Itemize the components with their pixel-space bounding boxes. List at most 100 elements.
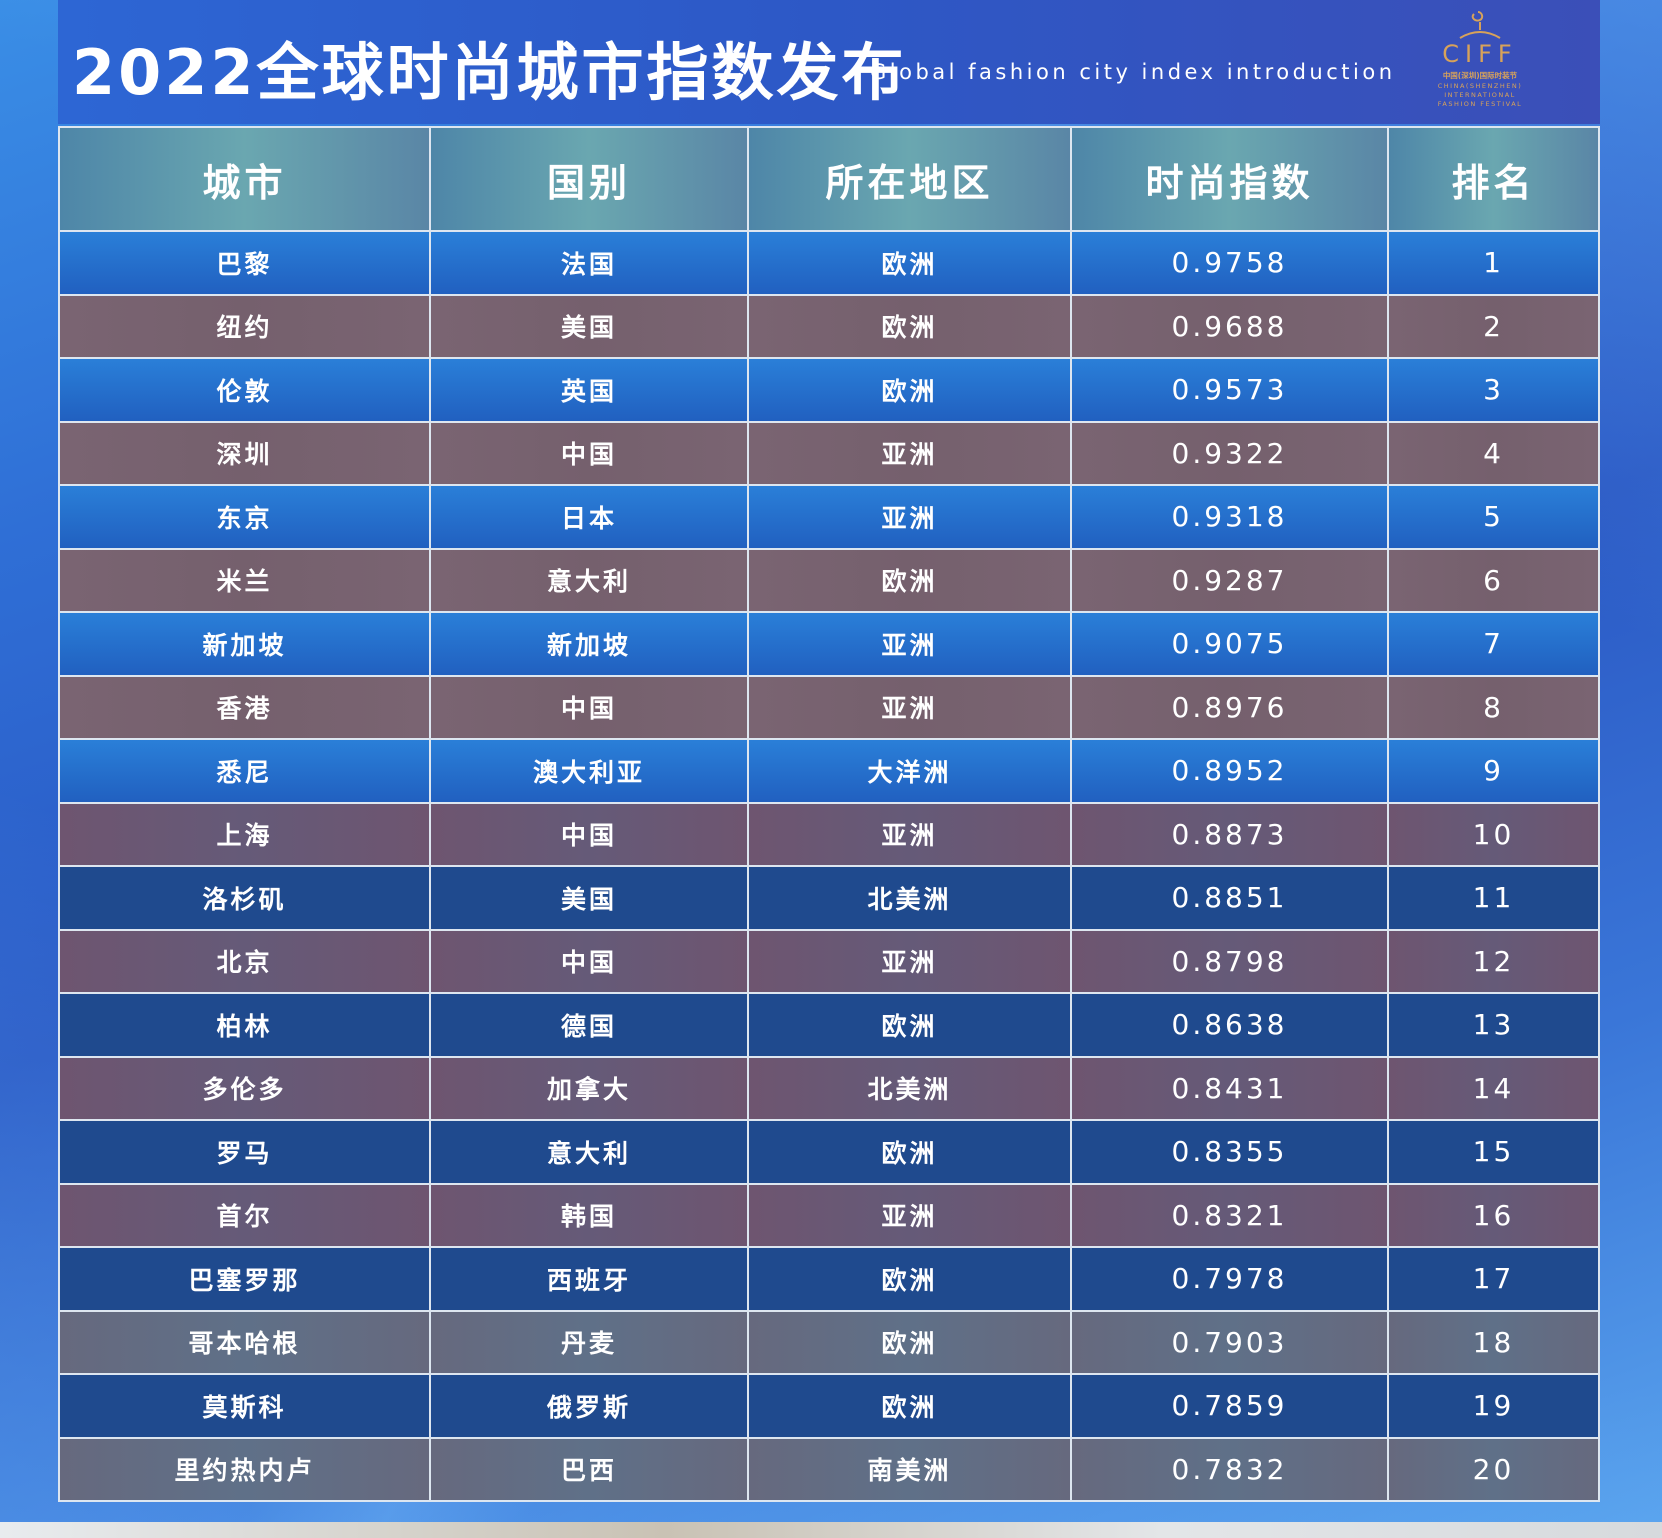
ranking-table-container: 城市 国别 所在地区 时尚指数 排名 巴黎 法国 欧洲 0.9758 1 纽约 美国 欧洲 0.… (58, 126, 1600, 1502)
cell-region: 欧洲 (747, 1119, 1072, 1185)
cell-region: 北美洲 (747, 865, 1072, 931)
cell-rank: 3 (1387, 357, 1600, 423)
cell-region: 欧洲 (747, 230, 1072, 296)
table-row: 柏林 德国 欧洲 0.8638 13 (58, 992, 1600, 1058)
cell-city: 多伦多 (58, 1055, 431, 1121)
cell-city: 深圳 (58, 420, 431, 486)
cell-city: 香港 (58, 674, 431, 740)
column-header-index: 时尚指数 (1070, 126, 1389, 232)
cell-region: 亚洲 (747, 928, 1072, 994)
cell-region: 大洋洲 (747, 738, 1072, 804)
cell-index: 0.9758 (1070, 230, 1389, 296)
table-row: 深圳 中国 亚洲 0.9322 4 (58, 420, 1600, 486)
cell-rank: 17 (1387, 1246, 1600, 1312)
table-row: 新加坡 新加坡 亚洲 0.9075 7 (58, 611, 1600, 677)
page-subtitle: Global fashion city index introduction (870, 60, 1396, 84)
cell-country: 意大利 (429, 1119, 749, 1185)
cell-index: 0.9573 (1070, 357, 1389, 423)
cell-country: 法国 (429, 230, 749, 296)
cell-country: 中国 (429, 928, 749, 994)
cell-country: 中国 (429, 801, 749, 867)
table-row: 东京 日本 亚洲 0.9318 5 (58, 484, 1600, 550)
cell-index: 0.9322 (1070, 420, 1389, 486)
cell-country: 新加坡 (429, 611, 749, 677)
cell-rank: 4 (1387, 420, 1600, 486)
cell-city: 纽约 (58, 293, 431, 359)
cell-index: 0.7903 (1070, 1309, 1389, 1375)
cell-index: 0.8638 (1070, 992, 1389, 1058)
table-body: 巴黎 法国 欧洲 0.9758 1 纽约 美国 欧洲 0.9688 2 伦敦 英国 欧洲 0.9573 3 深… (58, 230, 1600, 1502)
cell-country: 英国 (429, 357, 749, 423)
logo-wordmark: CIFF (1442, 40, 1517, 68)
cell-region: 亚洲 (747, 611, 1072, 677)
table-row: 香港 中国 亚洲 0.8976 8 (58, 674, 1600, 740)
cell-city: 米兰 (58, 547, 431, 613)
cell-city: 罗马 (58, 1119, 431, 1185)
cell-city: 伦敦 (58, 357, 431, 423)
table-row: 多伦多 加拿大 北美洲 0.8431 14 (58, 1055, 1600, 1121)
table-row: 莫斯科 俄罗斯 欧洲 0.7859 19 (58, 1373, 1600, 1439)
cell-city: 巴塞罗那 (58, 1246, 431, 1312)
table-row: 米兰 意大利 欧洲 0.9287 6 (58, 547, 1600, 613)
cell-country: 美国 (429, 293, 749, 359)
cell-index: 0.9287 (1070, 547, 1389, 613)
cell-region: 欧洲 (747, 1373, 1072, 1439)
cell-rank: 2 (1387, 293, 1600, 359)
cell-rank: 20 (1387, 1436, 1600, 1502)
cell-country: 韩国 (429, 1182, 749, 1248)
cell-city: 里约热内卢 (58, 1436, 431, 1502)
cell-index: 0.8976 (1070, 674, 1389, 740)
hanger-icon (1459, 11, 1501, 39)
column-header-country: 国别 (429, 126, 749, 232)
cell-rank: 6 (1387, 547, 1600, 613)
cell-city: 哥本哈根 (58, 1309, 431, 1375)
cell-country: 中国 (429, 420, 749, 486)
column-header-rank: 排名 (1387, 126, 1600, 232)
cell-index: 0.9075 (1070, 611, 1389, 677)
cell-index: 0.9688 (1070, 293, 1389, 359)
cell-rank: 16 (1387, 1182, 1600, 1248)
cell-rank: 10 (1387, 801, 1600, 867)
cell-country: 加拿大 (429, 1055, 749, 1121)
cell-city: 巴黎 (58, 230, 431, 296)
cell-index: 0.8952 (1070, 738, 1389, 804)
cell-index: 0.8851 (1070, 865, 1389, 931)
column-header-city: 城市 (58, 126, 431, 232)
cell-region: 南美洲 (747, 1436, 1072, 1502)
table-row: 洛杉矶 美国 北美洲 0.8851 11 (58, 865, 1600, 931)
table-row: 巴塞罗那 西班牙 欧洲 0.7978 17 (58, 1246, 1600, 1312)
cell-rank: 12 (1387, 928, 1600, 994)
table-row: 首尔 韩国 亚洲 0.8321 16 (58, 1182, 1600, 1248)
table-row: 里约热内卢 巴西 南美洲 0.7832 20 (58, 1436, 1600, 1502)
cell-region: 欧洲 (747, 357, 1072, 423)
cell-index: 0.7978 (1070, 1246, 1389, 1312)
bottom-strip (0, 1522, 1662, 1538)
column-header-region: 所在地区 (747, 126, 1072, 232)
cell-index: 0.7859 (1070, 1373, 1389, 1439)
cell-index: 0.8355 (1070, 1119, 1389, 1185)
cell-region: 亚洲 (747, 674, 1072, 740)
cell-index: 0.7832 (1070, 1436, 1389, 1502)
cell-city: 柏林 (58, 992, 431, 1058)
cell-country: 巴西 (429, 1436, 749, 1502)
cell-region: 亚洲 (747, 801, 1072, 867)
cell-country: 美国 (429, 865, 749, 931)
table-row: 悉尼 澳大利亚 大洋洲 0.8952 9 (58, 738, 1600, 804)
cell-rank: 5 (1387, 484, 1600, 550)
cell-region: 欧洲 (747, 293, 1072, 359)
page-title: 2022全球时尚城市指数发布 (72, 36, 907, 109)
cell-rank: 18 (1387, 1309, 1600, 1375)
cell-country: 日本 (429, 484, 749, 550)
cell-rank: 15 (1387, 1119, 1600, 1185)
cell-rank: 8 (1387, 674, 1600, 740)
table-row: 罗马 意大利 欧洲 0.8355 15 (58, 1119, 1600, 1185)
cell-rank: 9 (1387, 738, 1600, 804)
cell-rank: 7 (1387, 611, 1600, 677)
logo-line-1: 中国(深圳)国际时装节 (1443, 70, 1518, 80)
cell-city: 悉尼 (58, 738, 431, 804)
cell-city: 东京 (58, 484, 431, 550)
table-row: 纽约 美国 欧洲 0.9688 2 (58, 293, 1600, 359)
cell-country: 俄罗斯 (429, 1373, 749, 1439)
cell-index: 0.9318 (1070, 484, 1389, 550)
cell-index: 0.8873 (1070, 801, 1389, 867)
